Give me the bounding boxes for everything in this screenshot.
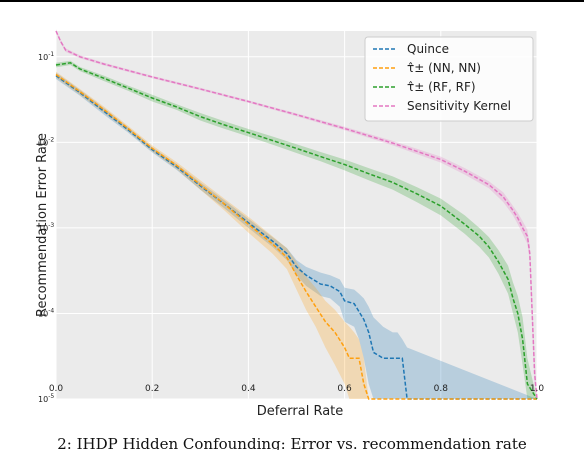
x-tick-label: 0.6 [337,384,352,394]
y-axis-label: Recommendation Error Rate [35,133,50,317]
legend-entry: Sensitivity Kernel [407,99,511,113]
x-tick-label: 0.8 [434,384,449,394]
y-tick-label: 10-5 [38,393,54,404]
legend-entry: Quince [407,42,449,56]
x-axis-label: Deferral Rate [257,404,344,419]
x-tick-label: 0.2 [145,384,159,394]
error-rate-chart: 0.00.20.40.60.81.0 10-510-410-310-210-1 … [0,0,584,436]
x-tick-label: 0.4 [241,384,256,394]
figure-caption: 2: IHDP Hidden Confounding: Error vs. re… [0,437,584,450]
x-tick-label: 1.0 [530,384,545,394]
legend: Quince τ̂± (NN, NN) τ̂± (RF, RF) Sensitivit… [365,37,533,121]
legend-entry: τ̂± (NN, NN) [407,61,481,75]
y-tick-label: 10-1 [38,51,54,62]
legend-entry: τ̂± (RF, RF) [407,80,476,94]
